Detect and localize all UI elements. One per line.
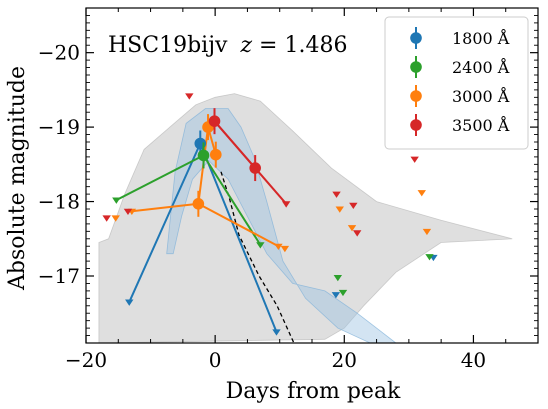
x-tick-label: 40 — [461, 348, 486, 372]
series-0-upper-limit-2 — [331, 292, 341, 299]
series-1-upper-limit-0 — [112, 197, 121, 204]
y-tick-label: −17 — [38, 264, 80, 288]
series-2-upper-limit-2 — [274, 243, 283, 251]
legend-frame — [384, 16, 529, 150]
series-2-upper-limit-3 — [280, 245, 290, 253]
y-tick-label: −19 — [38, 115, 80, 139]
series-1-limit-line-1 — [202, 154, 262, 246]
series-0-limit-line-0 — [128, 143, 202, 303]
series-3-upper-limit-7 — [410, 156, 419, 163]
redshift-symbol: z — [239, 33, 252, 58]
series-2-upper-limit-5 — [347, 225, 357, 232]
x-tick-label: 20 — [332, 348, 357, 372]
series-3-detection-line — [213, 120, 256, 169]
series-1-limit-line-0 — [115, 154, 204, 201]
series-marks — [102, 93, 438, 336]
series-2-limit-line-1 — [197, 202, 279, 248]
series-3-upper-limit-3 — [281, 201, 291, 208]
legend-marker-3 — [410, 119, 422, 131]
series-2-limit-line-0 — [131, 202, 199, 213]
legend-label-2: 3000 Å — [452, 86, 510, 106]
series-3-upper-limit-6 — [353, 230, 362, 237]
series-3-point-1 — [249, 162, 261, 174]
series-3-upper-limit-4 — [332, 191, 341, 198]
series-3-upper-limit-0 — [102, 215, 111, 222]
x-tick-label: 0 — [209, 348, 222, 372]
object-name: HSC19bijv — [108, 33, 228, 58]
legend-label-3: 3500 Å — [452, 115, 510, 135]
series-3-point-0 — [208, 115, 221, 127]
legend-label-0: 1800 Å — [452, 28, 510, 48]
series-2-upper-limit-4 — [335, 206, 344, 213]
y-tick-label: −20 — [38, 41, 80, 65]
series-2-point-2 — [209, 148, 222, 161]
series-2-point-0 — [192, 197, 205, 210]
y-axis-label: Absolute magnitude — [5, 66, 30, 291]
series-3-upper-limit-1 — [123, 208, 133, 216]
series-2-upper-limit-7 — [422, 228, 432, 236]
x-axis-label: Days from peak — [226, 379, 401, 404]
series-3-upper-limit-5 — [349, 202, 358, 210]
legend-marker-1 — [410, 61, 422, 73]
x-tick-label: −20 — [65, 348, 107, 372]
series-1-upper-limit-4 — [425, 254, 434, 261]
series-1-upper-limit-3 — [338, 289, 348, 297]
series-2-upper-limit-6 — [417, 190, 426, 197]
series-3-upper-limit-2 — [185, 93, 194, 100]
object-annotation: HSC19bijv z = 1.486 — [108, 33, 347, 58]
series-0-upper-limit-1 — [272, 329, 281, 336]
legend-label-1: 2400 Å — [452, 57, 510, 77]
series-1-point-0 — [197, 149, 210, 162]
series-1-upper-limit-1 — [256, 242, 265, 249]
legend-marker-2 — [410, 90, 422, 102]
series-2-upper-limit-0 — [111, 215, 120, 222]
series-0-upper-limit-0 — [125, 299, 134, 306]
redshift-value: = 1.486 — [259, 33, 347, 58]
legend-marker-0 — [410, 32, 422, 44]
series-1-upper-limit-2 — [333, 274, 343, 282]
legend: 1800 Å 2400 Å 3000 Å 3500 Å — [384, 16, 529, 150]
series-0-limit-line-1 — [199, 143, 278, 333]
y-tick-label: −18 — [38, 190, 80, 214]
axes: −20 0 20 40 −20 −19 −18 −17 — [38, 7, 539, 372]
